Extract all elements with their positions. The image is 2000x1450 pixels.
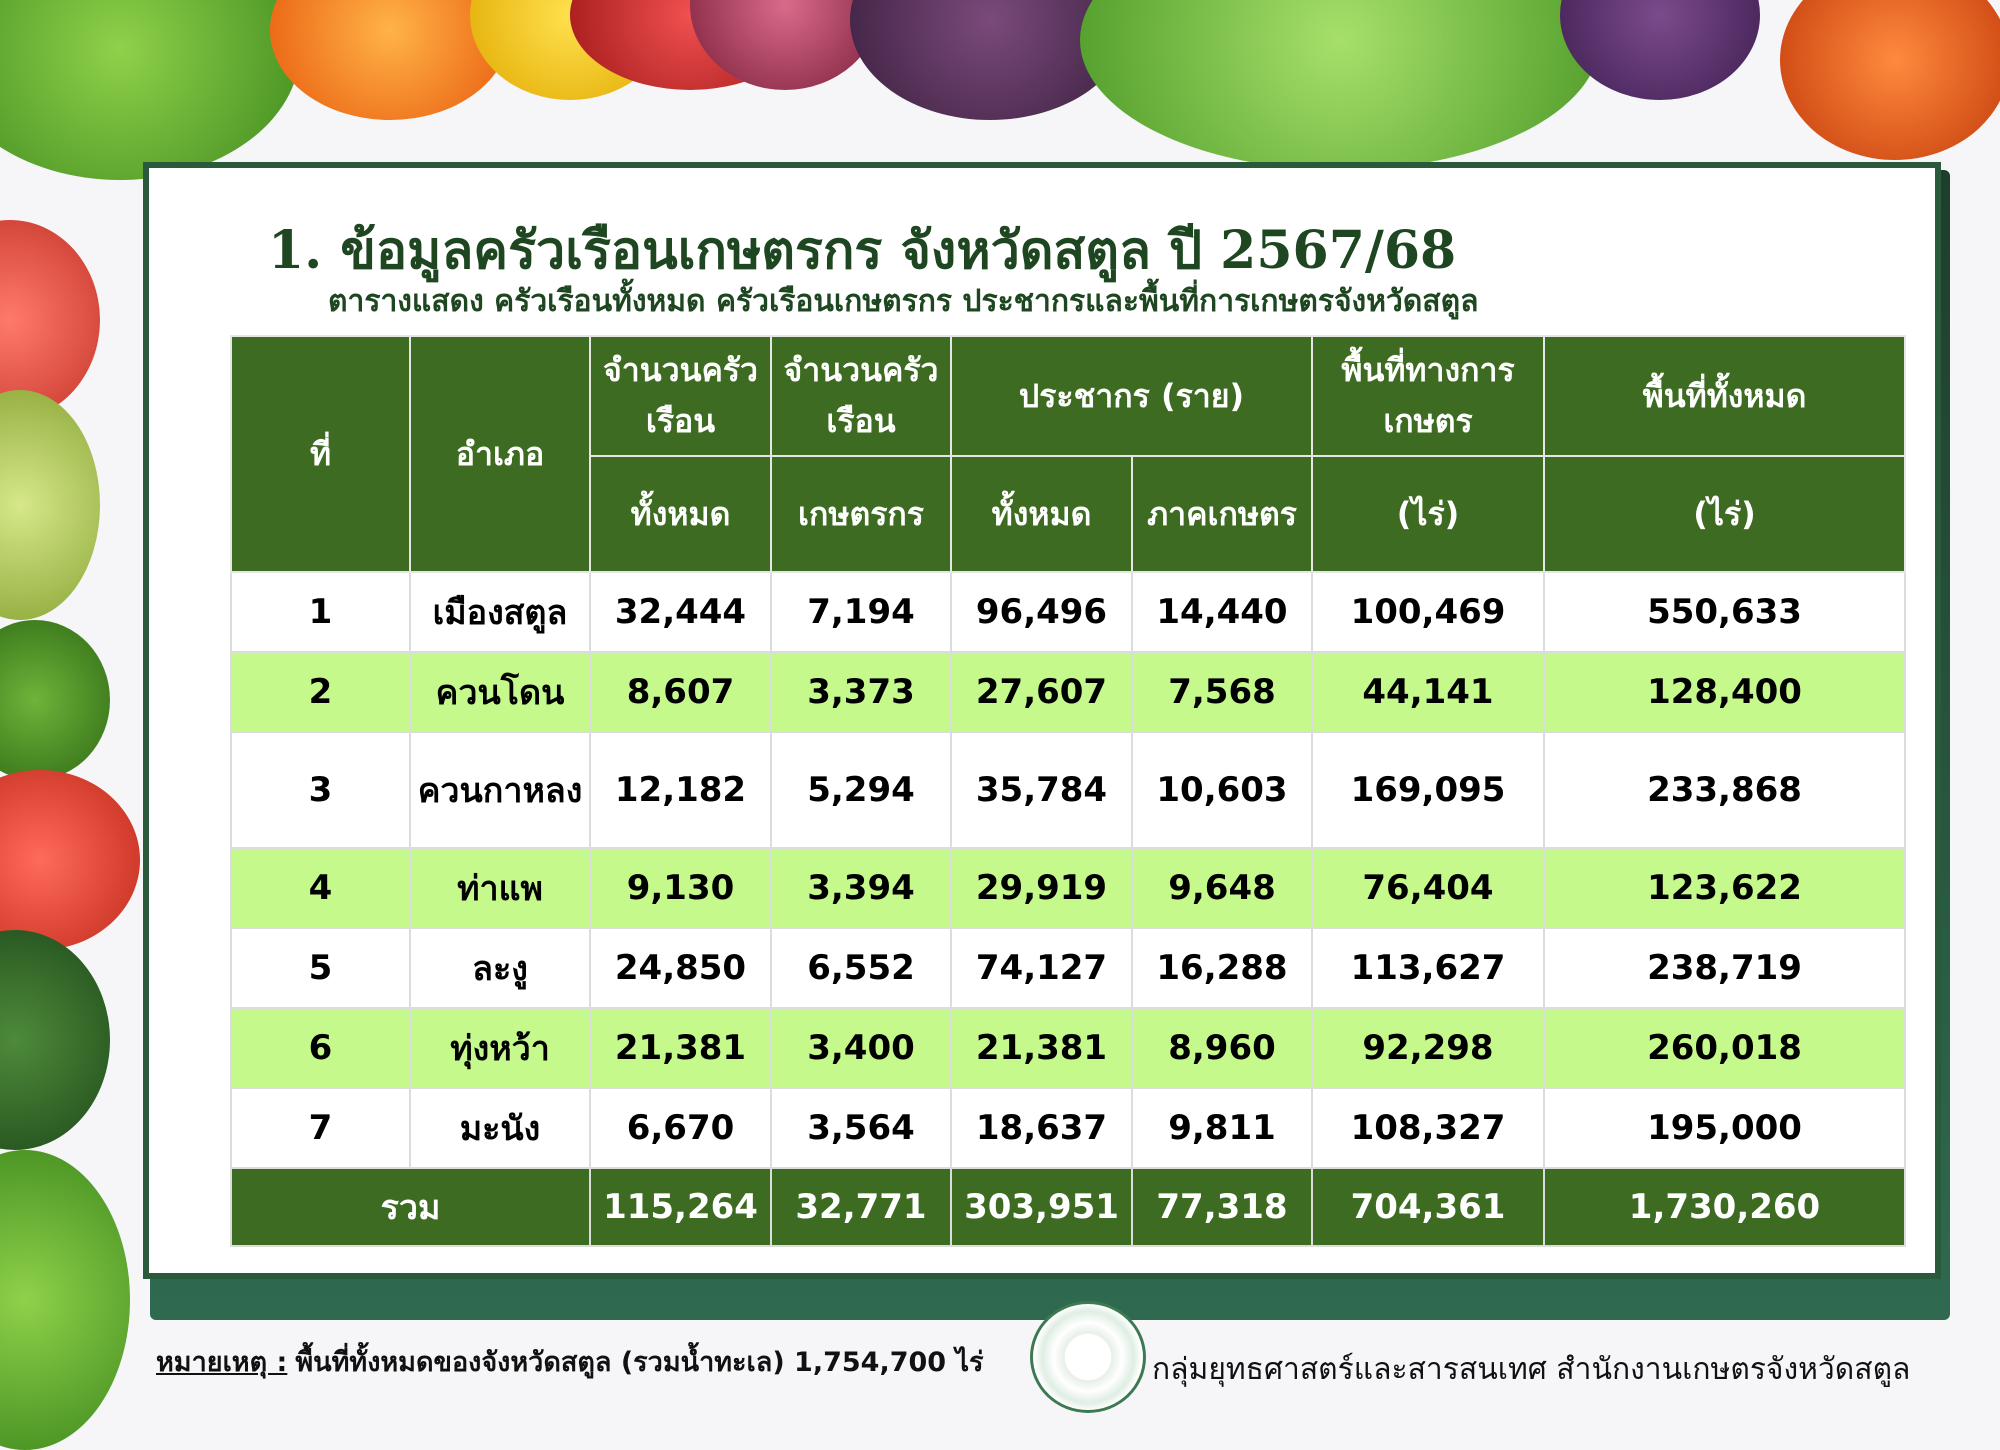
table-cell: 10,603: [1131, 731, 1313, 849]
table-cell: 128,400: [1543, 651, 1906, 733]
header-hh-total-bottom: ทั้งหมด: [589, 455, 772, 573]
table-cell: 260,018: [1543, 1007, 1906, 1089]
table-row: 1 เมืองสตูล 32,444 7,194 96,496 14,440 100,469…: [230, 571, 1906, 653]
table-cell: 113,627: [1311, 927, 1545, 1009]
header-row-1: ที่ อำเภอ จำนวนครัวเรือน จำนวนครัวเรือน …: [230, 335, 1906, 573]
header-hh-farm-bottom: เกษตรกร: [770, 455, 952, 573]
row-number: 3: [230, 731, 411, 849]
table-cell: 74,127: [950, 927, 1133, 1009]
table-row: 5 ละงู 24,850 6,552 74,127 16,288 113,627 238,7…: [230, 927, 1906, 1009]
table-cell: 8,960: [1131, 1007, 1313, 1089]
table-cell: 3,394: [770, 847, 952, 929]
table-cell: 195,000: [1543, 1087, 1906, 1169]
table-cell: 7,194: [770, 571, 952, 653]
table-cell: 123,622: [1543, 847, 1906, 929]
header-population: ประชากร (ราย): [950, 335, 1313, 457]
table-row: 4 ท่าแพ 9,130 3,394 29,919 9,648 76,404 123,622: [230, 847, 1906, 929]
table-row: 2 ควนโดน 8,607 3,373 27,607 7,568 44,141 128,40…: [230, 651, 1906, 733]
total-row: รวม 115,264 32,771 303,951 77,318 704,36…: [230, 1167, 1906, 1247]
table-cell: 27,607: [950, 651, 1133, 733]
header-pop-total: ทั้งหมด: [950, 455, 1133, 573]
row-number: 6: [230, 1007, 411, 1089]
total-cell: 77,318: [1131, 1167, 1313, 1247]
table-cell: 32,444: [589, 571, 772, 653]
table-cell: 233,868: [1543, 731, 1906, 849]
table-cell: 24,850: [589, 927, 772, 1009]
page-subtitle: ตารางแสดง ครัวเรือนทั้งหมด ครัวเรือนเกษต…: [328, 284, 1479, 319]
table-cell: 5,294: [770, 731, 952, 849]
district-name: มะนัง: [409, 1087, 591, 1169]
table-cell: 9,130: [589, 847, 772, 929]
table-cell: 3,564: [770, 1087, 952, 1169]
table-cell: 238,719: [1543, 927, 1906, 1009]
table-cell: 29,919: [950, 847, 1133, 929]
header-total-area-unit: (ไร่): [1543, 455, 1906, 573]
table-cell: 550,633: [1543, 571, 1906, 653]
header-hh-total-top: จำนวนครัวเรือน: [589, 335, 772, 457]
row-number: 5: [230, 927, 411, 1009]
total-label: รวม: [230, 1167, 591, 1247]
row-number: 4: [230, 847, 411, 929]
table-cell: 100,469: [1311, 571, 1545, 653]
total-cell: 115,264: [589, 1167, 772, 1247]
header-farm-area: พื้นที่ทางการเกษตร: [1311, 335, 1545, 457]
header-hh-farm-top: จำนวนครัวเรือน: [770, 335, 952, 457]
table-cell: 6,670: [589, 1087, 772, 1169]
header-total-area: พื้นที่ทั้งหมด: [1543, 335, 1906, 457]
row-number: 7: [230, 1087, 411, 1169]
header-no: ที่: [230, 335, 411, 573]
row-number: 1: [230, 571, 411, 653]
table-cell: 21,381: [950, 1007, 1133, 1089]
total-cell: 704,361: [1311, 1167, 1545, 1247]
table-cell: 12,182: [589, 731, 772, 849]
table-cell: 6,552: [770, 927, 952, 1009]
table-row: 7 มะนัง 6,670 3,564 18,637 9,811 108,327 195,00…: [230, 1087, 1906, 1169]
table-cell: 76,404: [1311, 847, 1545, 929]
table-cell: 92,298: [1311, 1007, 1545, 1089]
district-name: ควนกาหลง: [409, 731, 591, 849]
district-name: ท่าแพ: [409, 847, 591, 929]
table-cell: 18,637: [950, 1087, 1133, 1169]
footnote-text: พื้นที่ทั้งหมดของจังหวัดสตูล (รวมน้ำทะเล…: [295, 1347, 984, 1378]
table-cell: 16,288: [1131, 927, 1313, 1009]
table-cell: 7,568: [1131, 651, 1313, 733]
table-cell: 21,381: [589, 1007, 772, 1089]
footnote: หมายเหตุ : พื้นที่ทั้งหมดของจังหวัดสตูล (…: [156, 1340, 984, 1383]
household-table: ที่ อำเภอ จำนวนครัวเรือน จำนวนครัวเรือน …: [230, 335, 1906, 1247]
header-row-2: ทั้งหมด เกษตรกร ทั้งหมด ภาคเกษตร (ไร่) (…: [231, 455, 1906, 573]
row-number: 2: [230, 651, 411, 733]
agency-seal-logo: [1030, 1301, 1146, 1413]
footnote-label: หมายเหตุ :: [156, 1347, 288, 1378]
table-cell: 96,496: [950, 571, 1133, 653]
table-row: 3 ควนกาหลง 12,182 5,294 35,784 10,603 169,095 2…: [230, 731, 1906, 849]
table-cell: 169,095: [1311, 731, 1545, 849]
total-cell: 32,771: [770, 1167, 952, 1247]
table-cell: 3,373: [770, 651, 952, 733]
table-row: 6 ทุ่งหว้า 21,381 3,400 21,381 8,960 92,298 260…: [230, 1007, 1906, 1089]
page-title: 1. ข้อมูลครัวเรือนเกษตรกร จังหวัดสตูล ปี…: [268, 220, 1457, 281]
table-cell: 14,440: [1131, 571, 1313, 653]
table-cell: 3,400: [770, 1007, 952, 1089]
district-name: เมืองสตูล: [409, 571, 591, 653]
total-cell: 303,951: [950, 1167, 1133, 1247]
table-cell: 9,811: [1131, 1087, 1313, 1169]
organization-name: กลุ่มยุทธศาสตร์และสารสนเทศ สำนักงานเกษตร…: [1152, 1352, 1911, 1387]
table-cell: 108,327: [1311, 1087, 1545, 1169]
table-cell: 8,607: [589, 651, 772, 733]
header-pop-farm: ภาคเกษตร: [1131, 455, 1313, 573]
total-cell: 1,730,260: [1543, 1167, 1906, 1247]
table-cell: 35,784: [950, 731, 1133, 849]
header-district: อำเภอ: [409, 335, 591, 573]
table-cell: 9,648: [1131, 847, 1313, 929]
table-cell: 44,141: [1311, 651, 1545, 733]
district-name: ละงู: [409, 927, 591, 1009]
district-name: ทุ่งหว้า: [409, 1007, 591, 1089]
header-farm-area-unit: (ไร่): [1311, 455, 1545, 573]
district-name: ควนโดน: [409, 651, 591, 733]
